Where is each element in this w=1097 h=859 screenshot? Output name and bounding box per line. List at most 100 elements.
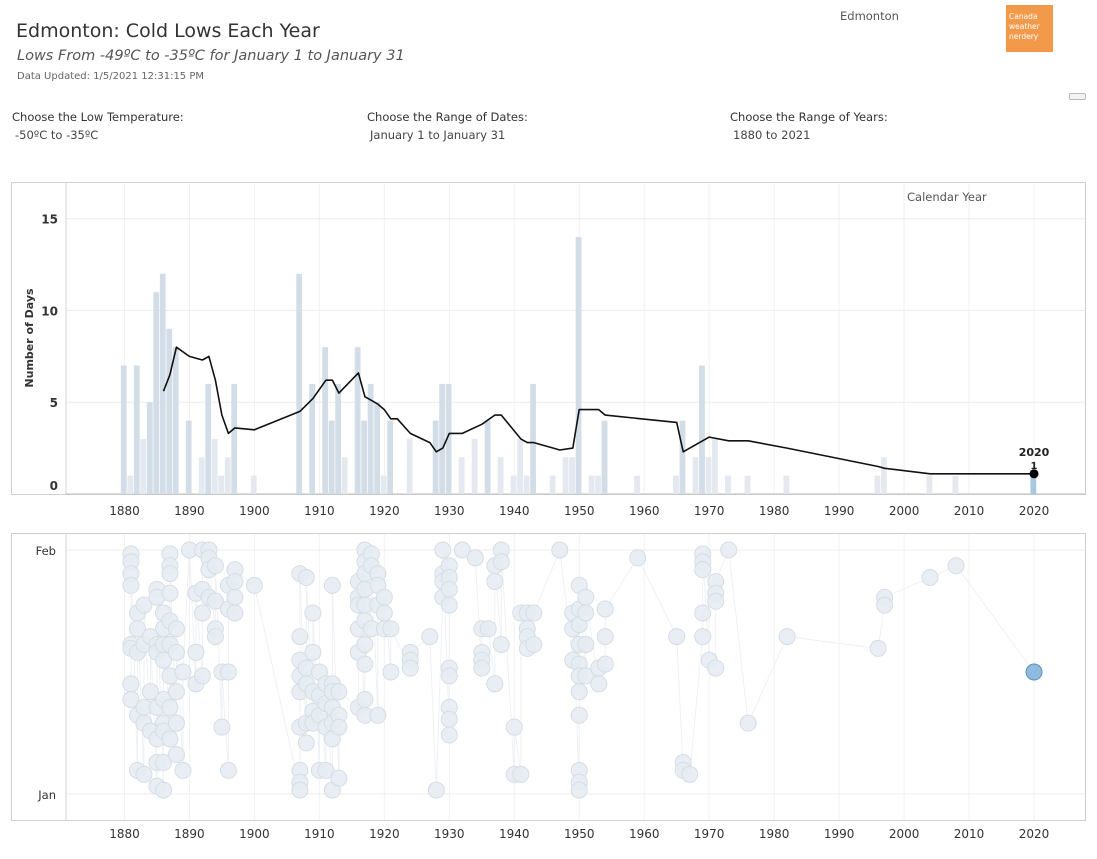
bar-1966	[679, 420, 686, 494]
data-point	[629, 549, 647, 567]
data-point	[154, 754, 172, 772]
data-point	[707, 592, 725, 610]
bar-1917	[361, 420, 368, 494]
y-label-feb: Feb	[36, 544, 56, 558]
data-point	[167, 714, 185, 732]
x-tick-label: 1970	[694, 827, 725, 841]
data-point	[174, 761, 192, 779]
bar-1930	[445, 383, 452, 494]
data-point	[466, 549, 484, 567]
data-point	[291, 781, 309, 799]
bar-1932	[458, 457, 465, 494]
data-updated-text: Data Updated: 1/5/2021 12:31:15 PM	[17, 71, 205, 82]
data-point	[206, 557, 224, 575]
toggle-icon[interactable]	[1069, 93, 1086, 100]
data-point	[492, 635, 510, 653]
data-point	[505, 718, 523, 736]
x-tick-label: 1980	[759, 504, 790, 518]
data-point	[525, 604, 543, 622]
bar-2020	[1030, 475, 1037, 494]
x-tick-label: 1940	[499, 504, 530, 518]
data-point	[135, 596, 153, 614]
filter-low-temp-value[interactable]: -50ºC to -35ºC	[15, 128, 99, 142]
data-point	[694, 561, 712, 579]
highlight-point	[1025, 663, 1043, 681]
data-point	[440, 580, 458, 598]
data-point	[193, 667, 211, 685]
bar-1911	[322, 347, 329, 494]
data-point	[596, 600, 614, 618]
data-point	[453, 541, 471, 559]
bar-1982	[783, 475, 790, 494]
data-point	[577, 635, 595, 653]
filter-date-range-value[interactable]: January 1 to January 31	[370, 128, 506, 142]
data-point	[304, 643, 322, 661]
y-axis-title: Number of Days	[23, 288, 36, 388]
filter-low-temp-label: Choose the Low Temperature:	[12, 110, 184, 124]
x-tick-label: 2020	[1019, 827, 1050, 841]
data-point	[720, 541, 738, 559]
filter-year-range-value[interactable]: 1880 to 2021	[733, 128, 811, 142]
bar-1941	[517, 438, 523, 494]
data-point	[356, 655, 374, 673]
bar-1894	[211, 438, 218, 494]
data-point	[323, 576, 341, 594]
data-point	[167, 620, 185, 638]
data-point	[193, 604, 211, 622]
bar-1918	[367, 383, 374, 494]
data-point	[681, 765, 699, 783]
data-point	[330, 718, 348, 736]
data-point	[167, 643, 185, 661]
highlight-dot	[1029, 469, 1039, 479]
data-point	[486, 675, 504, 693]
data-point	[401, 659, 419, 677]
bar-1946	[549, 475, 556, 494]
data-point	[219, 663, 237, 681]
data-point	[122, 675, 140, 693]
canada-weather-nerdery-logo[interactable]: Canada weather nerdery	[1006, 5, 1053, 52]
x-tick-label: 1920	[369, 827, 400, 841]
data-point	[226, 572, 244, 590]
data-point	[226, 588, 244, 606]
data-point	[356, 691, 374, 709]
bar-2008	[952, 475, 959, 494]
data-point	[161, 565, 179, 583]
bar-1936	[484, 420, 491, 494]
data-point	[161, 698, 179, 716]
data-point	[297, 569, 315, 587]
bar-1883	[140, 438, 147, 494]
data-point	[375, 588, 393, 606]
x-tick-label: 1910	[304, 827, 335, 841]
x-tick-label: 1890	[174, 504, 205, 518]
bar-1997	[880, 457, 887, 494]
bar-1920	[380, 475, 387, 494]
data-point	[356, 635, 374, 653]
data-point	[206, 628, 224, 646]
bar-1907	[296, 273, 303, 494]
x-tick-label: 2010	[954, 504, 985, 518]
data-point	[122, 691, 140, 709]
x-tick-label: 1960	[629, 827, 660, 841]
data-point	[440, 596, 458, 614]
logo-line: weather	[1009, 22, 1040, 31]
bar-1916	[354, 347, 361, 494]
data-point	[154, 781, 172, 799]
data-point	[421, 628, 439, 646]
filter-date-range-label: Choose the Range of Dates:	[367, 110, 528, 124]
bar-1919	[374, 402, 381, 494]
data-point	[525, 635, 543, 653]
x-tick-label: 1890	[174, 827, 205, 841]
data-point	[596, 628, 614, 646]
x-tick-label: 1980	[759, 827, 790, 841]
bar-1893	[205, 383, 212, 494]
bar-1887	[166, 328, 173, 494]
data-point	[473, 659, 491, 677]
bar-1890	[185, 420, 192, 494]
x-tick-label: 1970	[694, 504, 725, 518]
bar-1895	[218, 475, 225, 494]
logo-line: nerdery	[1009, 32, 1039, 41]
data-point	[154, 651, 172, 669]
page-subtitle: Lows From -49ºC to -35ºC for January 1 t…	[17, 48, 405, 64]
bar-1929	[439, 383, 446, 494]
bar-1952	[588, 475, 595, 494]
